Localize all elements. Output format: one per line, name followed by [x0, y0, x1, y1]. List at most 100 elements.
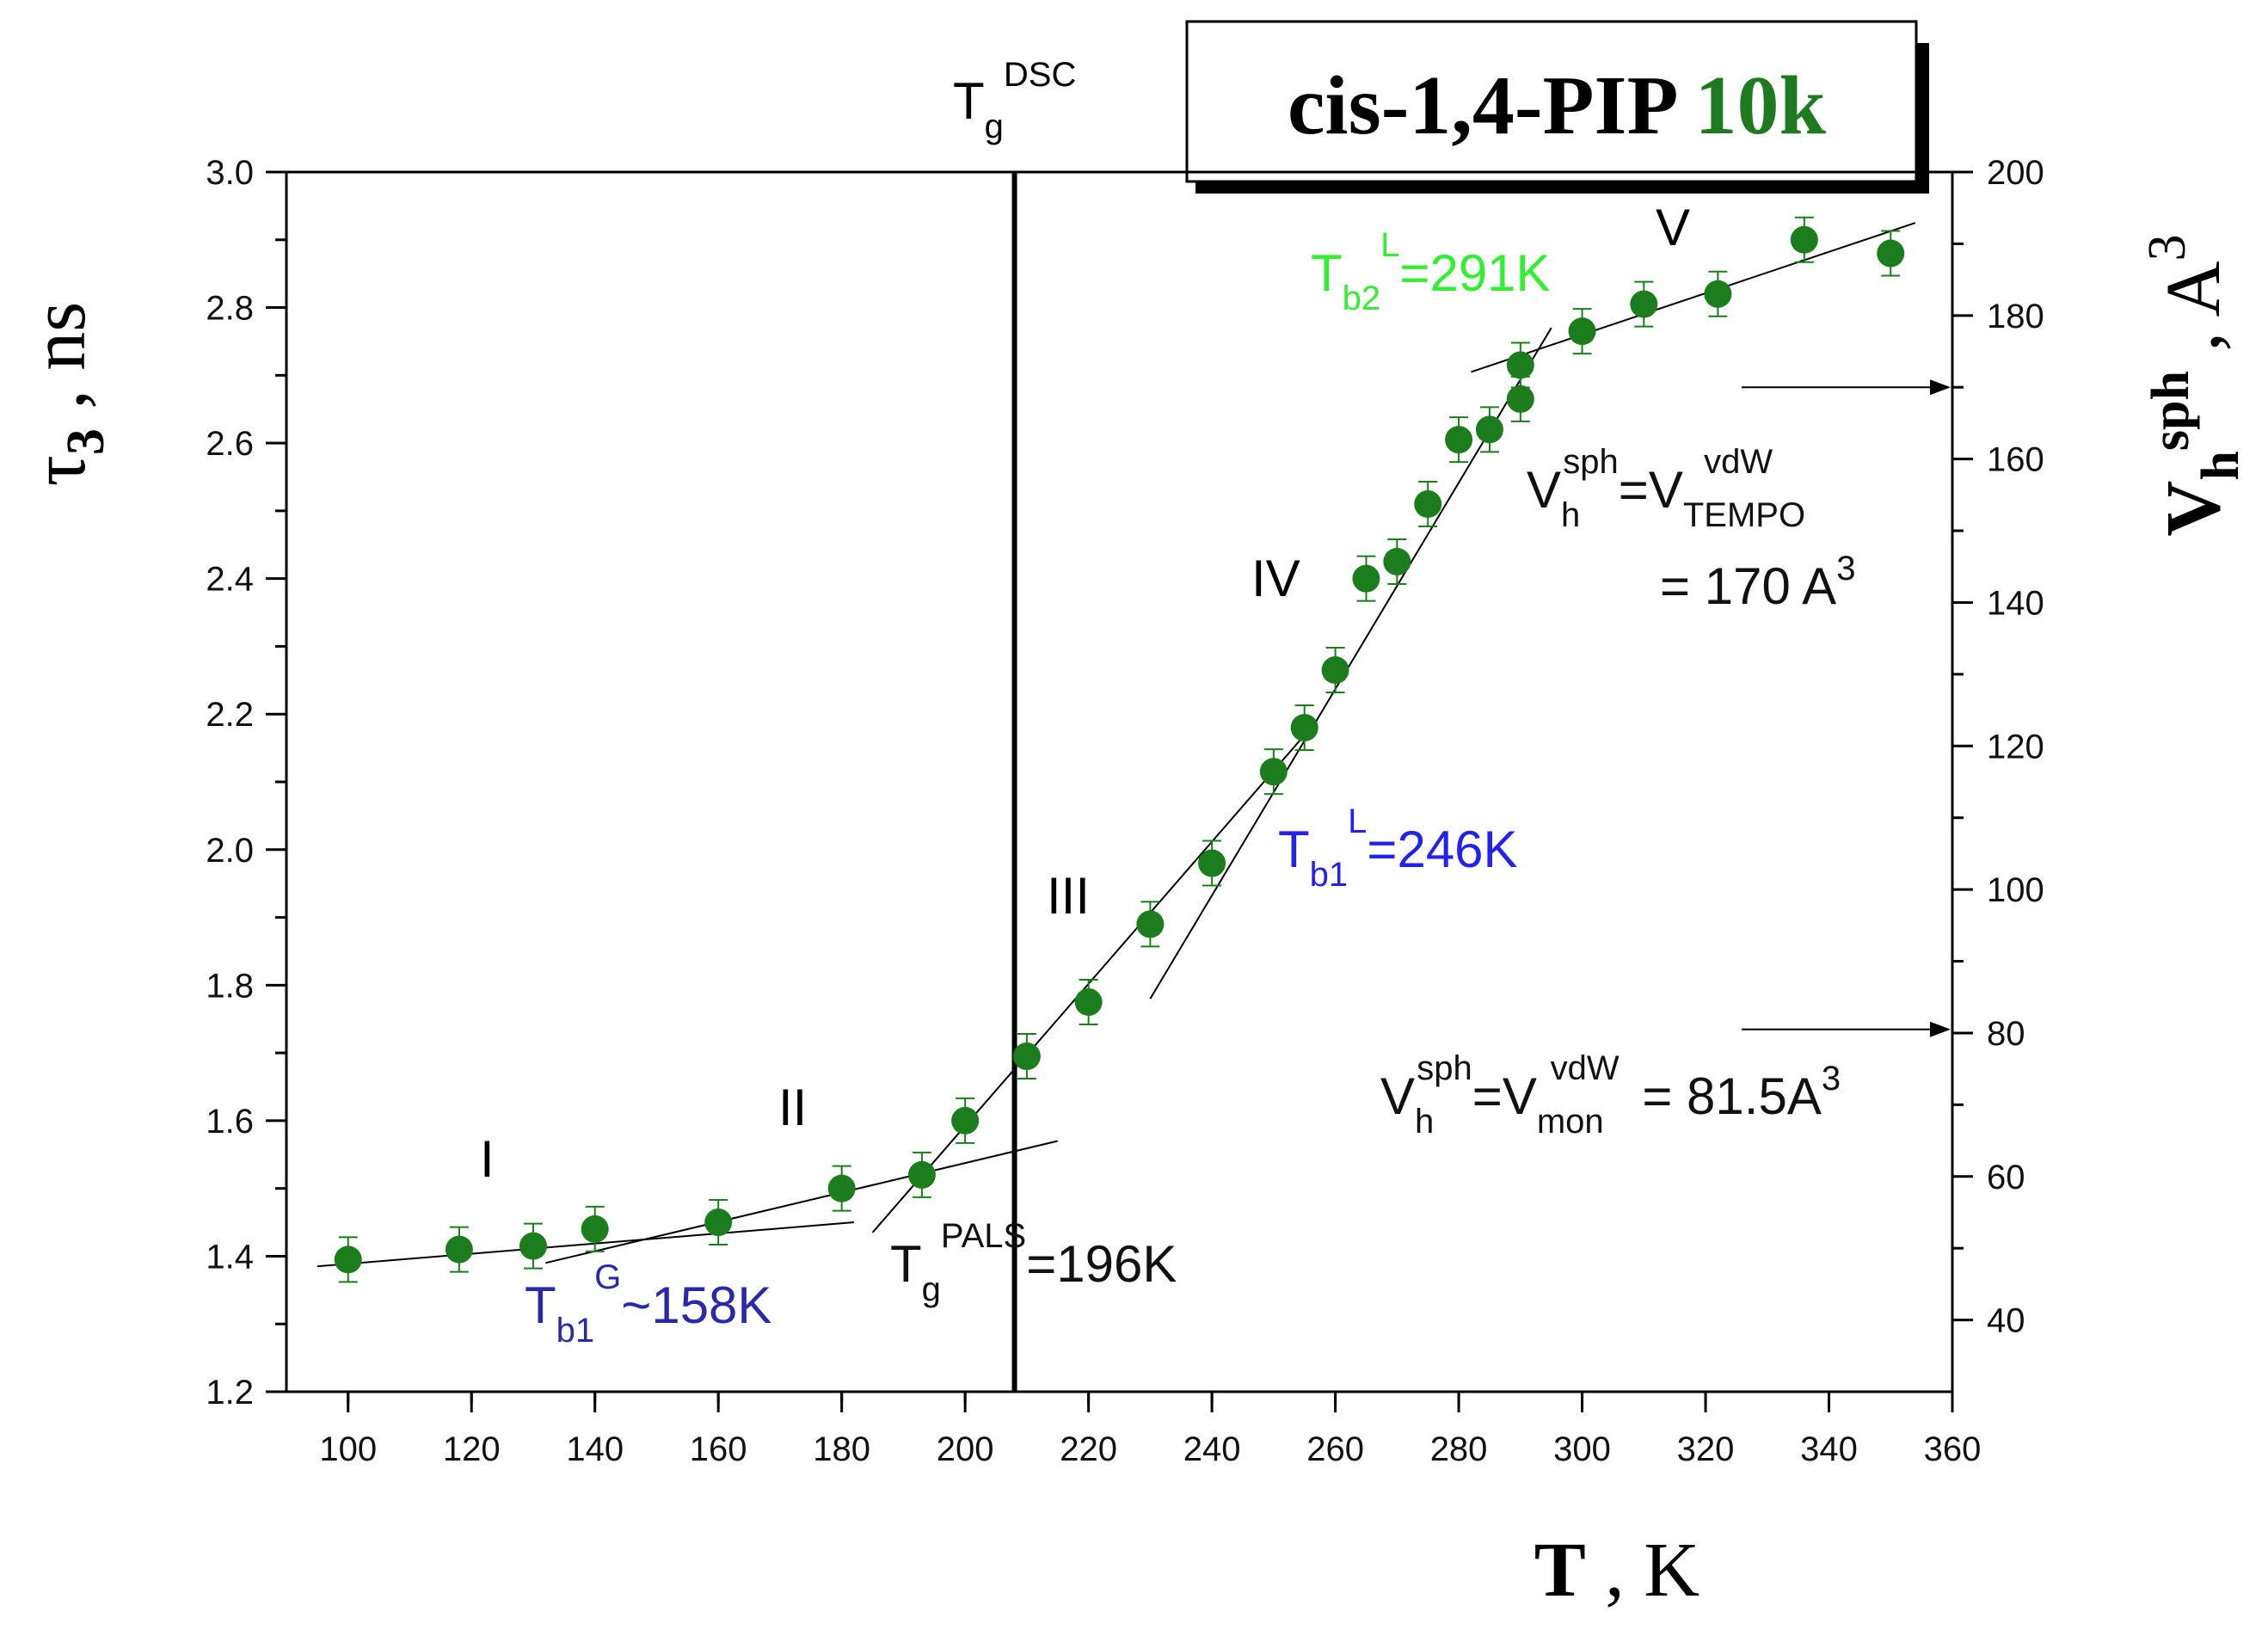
vtempo-vdw: vdW — [1704, 443, 1773, 481]
region-label-1: I — [480, 1130, 495, 1188]
x-tick-label-360: 360 — [1924, 1430, 1982, 1468]
x-tick-label-220: 220 — [1060, 1430, 1117, 1468]
data-point-5 — [827, 1165, 856, 1212]
y-tick-label-1.2: 1.2 — [206, 1374, 254, 1412]
y-axis-right: 40 60 80 100 120 140 160 180 200 — [1952, 154, 2044, 1340]
y-tick-label-1.6: 1.6 — [206, 1103, 254, 1141]
tg-dsc-sub: g — [985, 108, 1004, 145]
x-tick-label-280: 280 — [1430, 1430, 1488, 1468]
data-point-12 — [1259, 748, 1288, 796]
tb1l-sub: b1 — [1310, 856, 1349, 894]
y2-tick-label-160: 160 — [1987, 441, 2044, 479]
tb1l-sup: L — [1348, 803, 1367, 840]
data-point-15 — [1352, 555, 1380, 602]
data-point-14 — [1321, 647, 1349, 694]
data-point-4 — [704, 1199, 733, 1246]
x-tick-label-240: 240 — [1183, 1430, 1241, 1468]
vtempo-sub: TEMPO — [1683, 496, 1805, 534]
title-box: cis-1,4-PIP 10k — [1185, 20, 1929, 194]
y-tick-label-1.4: 1.4 — [206, 1238, 254, 1276]
data-point-13 — [1290, 704, 1318, 751]
tgpals-sub: g — [922, 1270, 941, 1308]
svg-text:cis-1,4-PIP 10k: cis-1,4-PIP 10k — [1288, 59, 1827, 152]
data-point-25 — [1790, 216, 1818, 263]
title-main: cis-1,4-PIP — [1288, 59, 1677, 152]
y2-tick-label-200: 200 — [1987, 154, 2044, 192]
region-label-3: III — [1047, 867, 1090, 925]
data-point-21 — [1506, 341, 1534, 389]
data-point-3 — [581, 1205, 609, 1252]
fit-III-line — [871, 720, 1318, 1233]
tg-dsc-main: T — [953, 72, 985, 130]
tgpals-tail: =196K — [1026, 1235, 1177, 1293]
data-point-24 — [1704, 270, 1732, 317]
tb2l-annotation: Tb2 L=291K — [1311, 226, 1551, 317]
y-tick-label-1.8: 1.8 — [206, 967, 254, 1005]
x-axis-symbol: T — [1534, 1528, 1586, 1613]
data-point-6 — [907, 1151, 936, 1198]
data-point-16 — [1383, 538, 1411, 585]
data-point-2 — [519, 1222, 547, 1270]
y-axis-left: 1.2 1.4 1.6 1.8 2.0 2.2 2.4 2.6 2.8 3.0 — [206, 154, 286, 1412]
data-point-18 — [1445, 416, 1473, 464]
x-tick-label-320: 320 — [1677, 1430, 1735, 1468]
tb1g-sup: G — [594, 1258, 621, 1296]
vmon-v: V — [1380, 1067, 1415, 1125]
tb1g-main: T — [525, 1276, 556, 1334]
tb1g-annotation: Tb1 G~158K — [525, 1258, 771, 1350]
y2-tick-label-120: 120 — [1987, 728, 2044, 766]
svg-text:Vhsph=VTEMPOvdW: Vh sph=VTEMPO vdW — [1527, 443, 1805, 534]
vmon-eq: =V — [1472, 1067, 1537, 1125]
y-tick-label-2.4: 2.4 — [206, 561, 254, 599]
y-axis-left-title: τ3 , ns — [16, 302, 115, 487]
arrow-81 — [1742, 1021, 1951, 1037]
data-point-11 — [1198, 840, 1226, 887]
svg-text:= 170 A3: = 170 A3 — [1660, 550, 1855, 615]
data-point-19 — [1475, 406, 1503, 453]
x-tick-label-300: 300 — [1553, 1430, 1611, 1468]
y-tick-label-2.2: 2.2 — [206, 696, 254, 734]
x-tick-label-160: 160 — [690, 1430, 747, 1468]
vmon-tail: = 81.5A — [1628, 1067, 1822, 1125]
tb2l-tail: =291K — [1399, 244, 1550, 302]
y2-tick-label-180: 180 — [1987, 298, 2044, 335]
vtempo-v: V — [1527, 461, 1561, 519]
y-axis-right-title: Vhsph , A3 — [2138, 234, 2250, 536]
data-point-8 — [1012, 1033, 1041, 1080]
y-right-unit-superscript: 3 — [2138, 234, 2197, 261]
svg-text:τ3 , ns: τ3 , ns — [16, 302, 115, 487]
fit-V-line — [1471, 222, 1916, 373]
region-label-5: V — [1656, 199, 1690, 256]
fit-II-line — [545, 1140, 1058, 1264]
data-point-26 — [1877, 230, 1905, 277]
data-points — [334, 216, 1905, 1283]
x-tick-label-260: 260 — [1306, 1430, 1364, 1468]
vmon-sph: sph — [1417, 1049, 1472, 1087]
vtempo-eq: =V — [1619, 461, 1683, 519]
y-right-subscript: h — [2191, 451, 2250, 480]
region-label-2: II — [778, 1079, 807, 1136]
tb1g-tail: ~158K — [621, 1276, 771, 1334]
x-axis-title: T , K — [1534, 1528, 1700, 1613]
y2-tick-label-100: 100 — [1987, 871, 2044, 909]
title-accent: 10k — [1695, 59, 1827, 152]
tgpals-main: T — [890, 1235, 922, 1293]
tb1g-sub: b1 — [556, 1312, 595, 1350]
vmon-annotation: Vh sph=Vmon vdW = 81.5A3 — [1380, 1049, 1841, 1141]
vmon-sub: mon — [1537, 1103, 1604, 1141]
tgpals-sup: PALS — [941, 1217, 1026, 1255]
y-right-superscript: sph — [2142, 371, 2200, 451]
vtempo-h: h — [1561, 496, 1580, 534]
y-tick-label-2.0: 2.0 — [206, 832, 254, 870]
y-tick-label-2.8: 2.8 — [206, 290, 254, 328]
y-left-symbol: τ — [16, 455, 101, 486]
vmon-pow: 3 — [1822, 1060, 1841, 1098]
vtempo-annotation: Vh sph=VTEMPO vdW = 170 A3 — [1527, 443, 1855, 615]
data-point-1 — [445, 1226, 473, 1273]
tg-dsc-label: TgDSC — [953, 56, 1076, 145]
plot-frame — [285, 170, 1954, 1393]
x-tick-label-100: 100 — [319, 1430, 377, 1468]
svg-text:Vhsph , A3: Vhsph , A3 — [2138, 234, 2250, 536]
x-axis-unit: K — [1644, 1528, 1699, 1613]
